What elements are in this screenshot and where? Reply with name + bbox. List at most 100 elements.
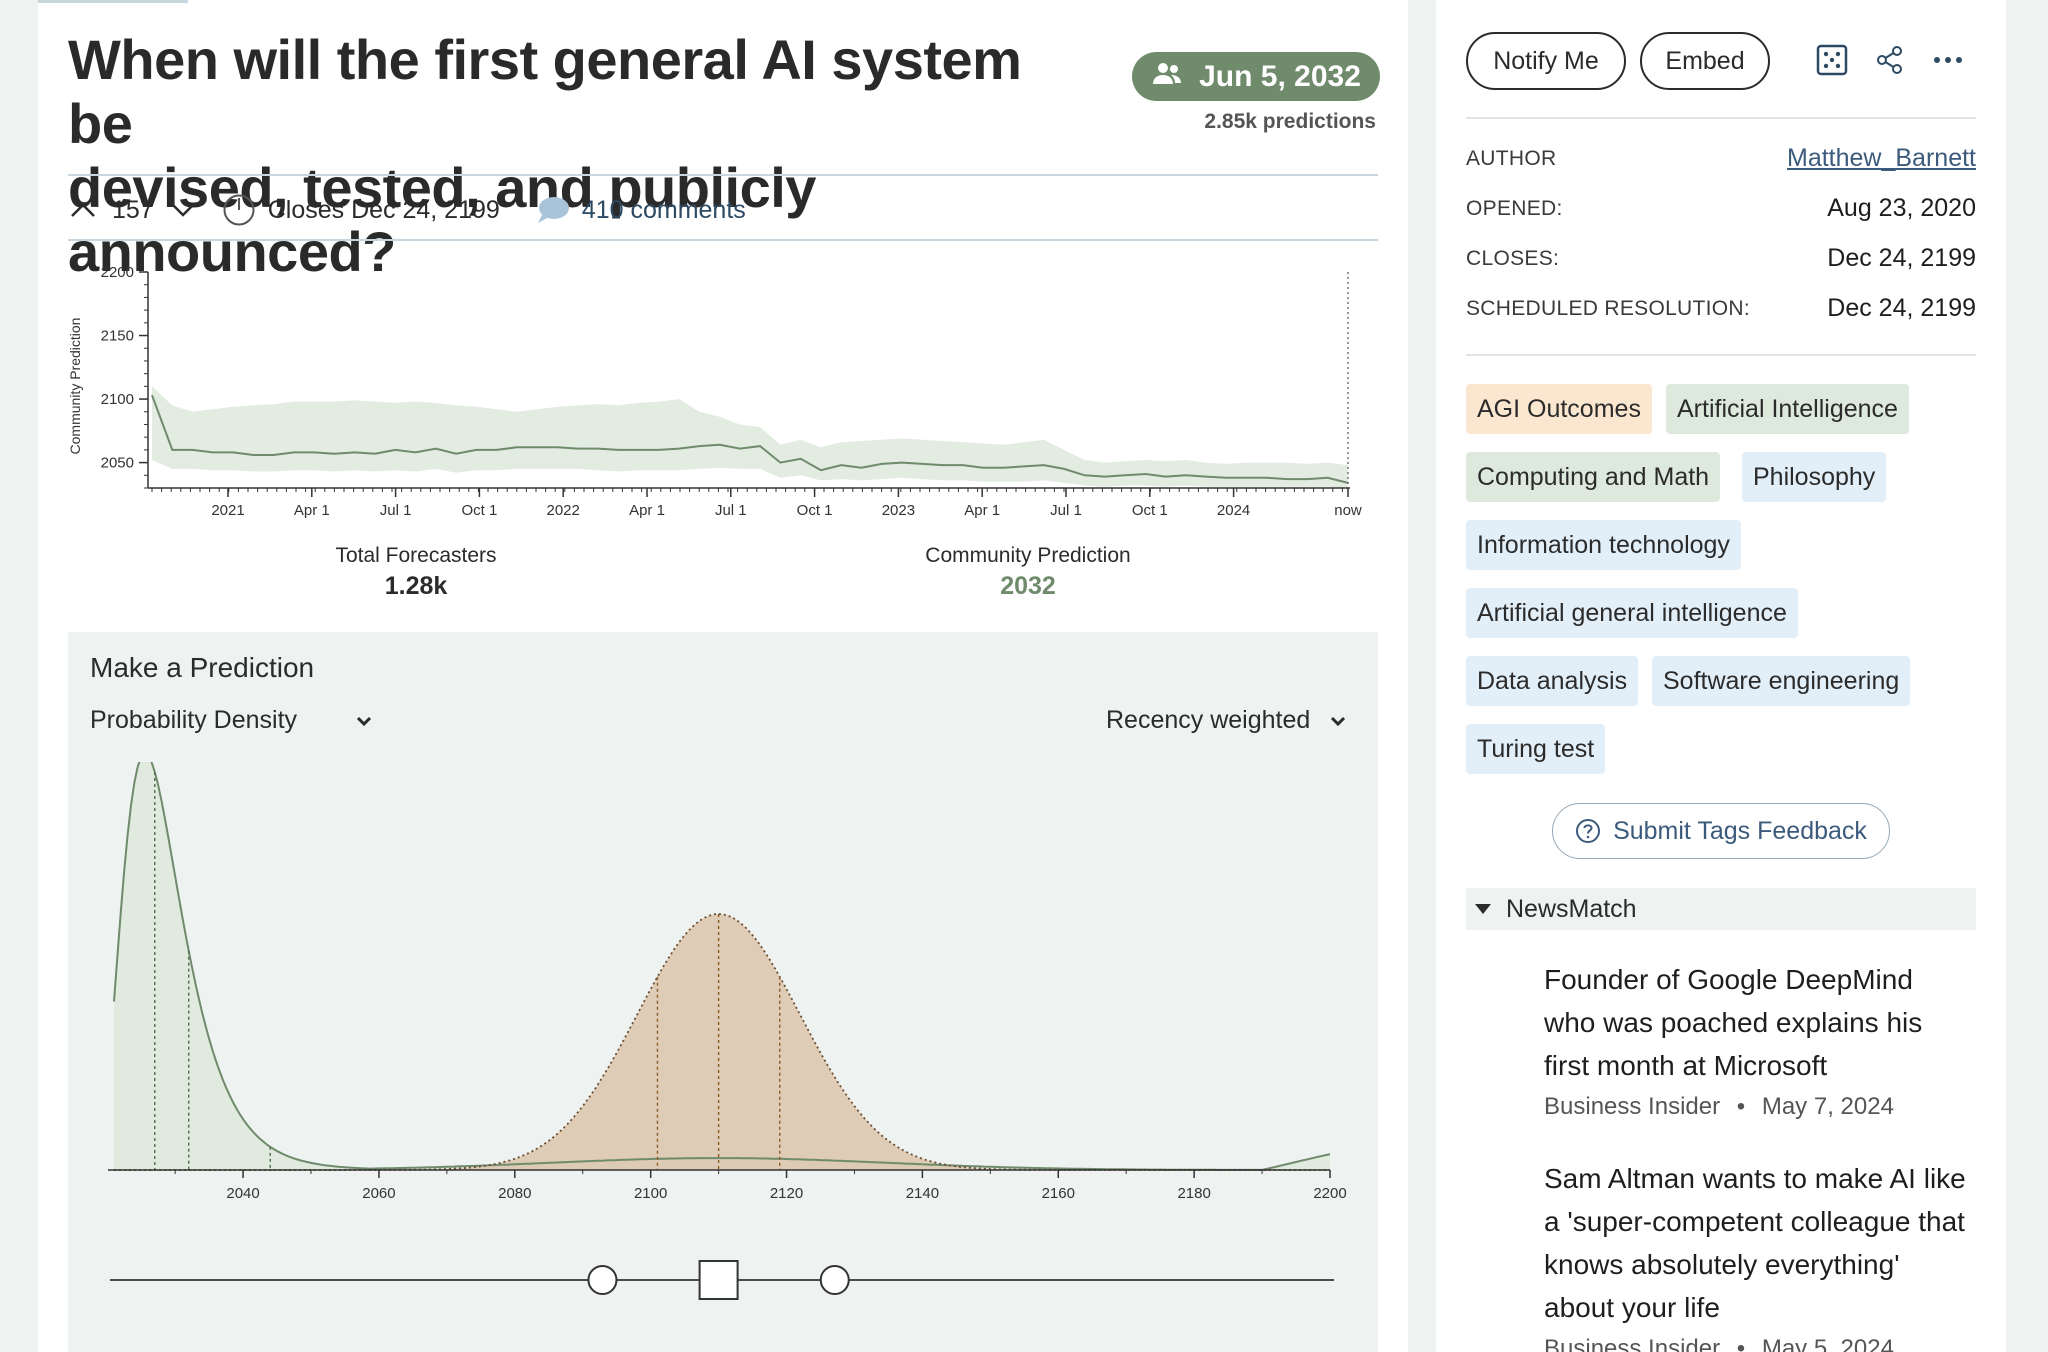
chevron-down-icon	[356, 716, 372, 726]
scheduled-resolution-value: Dec 24, 2199	[1827, 294, 1976, 322]
comments-link[interactable]: 410 comments	[536, 195, 746, 225]
make-prediction-title: Make a Prediction	[90, 652, 315, 683]
distribution-mode-value: Probability Density	[90, 706, 298, 734]
community-density-area	[114, 762, 1330, 1170]
scheduled-resolution-label: SCHEDULED RESOLUTION:	[1466, 296, 1751, 320]
x-tick-label: 2080	[498, 1185, 531, 1202]
question-stats: 157 Closes Dec 24, 2199 410 comments	[68, 190, 1378, 230]
notify-me-button[interactable]: Notify Me	[1466, 32, 1626, 90]
total-forecasters-value: 1.28k	[384, 572, 448, 600]
opened-row: OPENED: Aug 23, 2020	[1466, 194, 1976, 223]
question-title-line-1: When will the first general AI system be	[68, 28, 1022, 155]
community-prediction-value: Jun 5, 2032	[1199, 59, 1361, 93]
news-title-line: about your life	[1544, 1292, 1720, 1323]
closes-label: CLOSES:	[1466, 246, 1560, 270]
closes-info: Closes Dec 24, 2199	[222, 193, 500, 227]
sidebar: Notify Me Embed AUTHOR Matthew_Barnett O…	[1436, 0, 2006, 1352]
user-density-area	[114, 914, 1330, 1170]
slider-center-handle[interactable]	[698, 1260, 739, 1300]
x-tick-label: 2023	[882, 502, 915, 519]
opened-value: Aug 23, 2020	[1827, 194, 1976, 222]
x-tick-label: 2022	[547, 502, 580, 519]
x-tick-label: Oct 1	[797, 502, 833, 519]
closes-text: Closes Dec 24, 2199	[267, 195, 500, 224]
embed-button[interactable]: Embed	[1640, 32, 1770, 90]
tag-software-engineering[interactable]: Software engineering	[1652, 656, 1911, 706]
community-prediction-badge[interactable]: Jun 5, 2032	[1132, 52, 1380, 101]
news-item[interactable]: Sam Altman wants to make AI like a 'supe…	[1544, 1157, 1984, 1352]
news-title-line: who was poached explains his	[1544, 1007, 1923, 1038]
x-tick-label: Jul 1	[1050, 502, 1082, 519]
top-accent-bar	[38, 0, 188, 3]
distribution-mode-select[interactable]: Probability Density	[90, 706, 372, 735]
news-source: Business Insider	[1544, 1335, 1721, 1352]
opened-label: OPENED:	[1466, 196, 1563, 220]
news-title-line: a 'super-competent colleague that	[1544, 1206, 1965, 1237]
author-row: AUTHOR Matthew_Barnett	[1466, 144, 1976, 173]
tag-philosophy[interactable]: Philosophy	[1742, 452, 1887, 502]
x-tick-label: Oct 1	[461, 502, 497, 519]
news-title[interactable]: Founder of Google DeepMind who was poach…	[1544, 958, 1984, 1087]
x-tick-label: 2100	[634, 1185, 667, 1202]
y-tick-label: 2150	[101, 328, 134, 345]
x-tick-label: Jul 1	[715, 502, 747, 519]
news-title[interactable]: Sam Altman wants to make AI like a 'supe…	[1544, 1157, 1984, 1329]
x-tick-label: 2160	[1042, 1185, 1075, 1202]
tag-agi-outcomes[interactable]: AGI Outcomes	[1466, 384, 1652, 434]
question-title: When will the first general AI system be…	[68, 28, 1088, 284]
downvote-button[interactable]	[168, 198, 198, 222]
slider-left-handle[interactable]	[587, 1265, 618, 1295]
tag-artificial-general-intelligence[interactable]: Artificial general intelligence	[1466, 588, 1798, 638]
divider	[1466, 117, 1976, 119]
predictions-count: 2.85k predictions	[1204, 110, 1376, 133]
question-circle-icon	[1576, 819, 1601, 843]
divider	[68, 239, 1378, 241]
x-tick-label: 2120	[770, 1185, 803, 1202]
news-source: Business Insider	[1544, 1093, 1721, 1120]
total-forecasters-label: Total Forecasters	[335, 544, 497, 567]
y-tick-label: 2200	[101, 264, 134, 281]
chevron-down-icon	[170, 203, 195, 217]
chevron-down-icon	[1330, 716, 1346, 726]
x-tick-label: 2021	[211, 502, 244, 519]
tag-artificial-intelligence[interactable]: Artificial Intelligence	[1666, 384, 1909, 434]
more-options-icon[interactable]	[1930, 42, 1966, 78]
x-tick-label: Apr 1	[629, 502, 665, 519]
tag-computing-and-math[interactable]: Computing and Math	[1466, 452, 1721, 502]
upvote-button[interactable]	[68, 198, 98, 222]
closes-value: Dec 24, 2199	[1827, 244, 1976, 272]
news-date: May 7, 2024	[1761, 1093, 1894, 1120]
x-tick-label: Apr 1	[294, 502, 330, 519]
newsmatch-label: NewsMatch	[1506, 894, 1637, 923]
x-tick-label: 2060	[362, 1185, 395, 1202]
news-meta: Business Insider • May 5, 2024	[1544, 1335, 1984, 1352]
x-tick-label: 2200	[1313, 1185, 1346, 1202]
news-title-line: Sam Altman wants to make AI like	[1544, 1163, 1966, 1194]
author-label: AUTHOR	[1466, 146, 1557, 170]
weighting-select[interactable]: Recency weighted	[1106, 706, 1346, 735]
news-title-line: Founder of Google DeepMind	[1544, 964, 1913, 995]
newsmatch-toggle[interactable]: NewsMatch	[1466, 888, 1976, 930]
tag-turing-test[interactable]: Turing test	[1466, 724, 1606, 774]
dice-icon[interactable]	[1814, 42, 1850, 78]
x-tick-label: Oct 1	[1132, 502, 1168, 519]
author-link[interactable]: Matthew_Barnett	[1787, 144, 1976, 172]
news-title-line: knows absolutely everything'	[1544, 1249, 1900, 1280]
probability-density-chart[interactable]: 2040 2060 2080 2100 2120 2140 2160 2180 2200	[68, 762, 1378, 1352]
comments-count: 410 comments	[581, 195, 746, 224]
slider-right-handle[interactable]	[819, 1265, 850, 1295]
community-prediction-history-chart[interactable]: 2200 2150 2100 2050 Community Prediction 2021…	[64, 260, 1384, 528]
divider	[1466, 354, 1976, 356]
weighting-value: Recency weighted	[1106, 706, 1311, 734]
tag-information-technology[interactable]: Information technology	[1466, 520, 1741, 570]
tag-data-analysis[interactable]: Data analysis	[1466, 656, 1639, 706]
median-line	[151, 394, 1349, 484]
separator-dot: •	[1736, 1093, 1746, 1120]
news-date: May 5, 2024	[1761, 1335, 1894, 1352]
community-prediction-year: 2032	[1000, 572, 1056, 600]
news-item[interactable]: Founder of Google DeepMind who was poach…	[1544, 958, 1984, 1121]
scheduled-resolution-row: SCHEDULED RESOLUTION: Dec 24, 2199	[1466, 294, 1976, 323]
submit-tags-feedback-button[interactable]: Submit Tags Feedback	[1552, 803, 1890, 859]
confidence-band	[152, 386, 1348, 488]
share-icon[interactable]	[1872, 42, 1908, 78]
